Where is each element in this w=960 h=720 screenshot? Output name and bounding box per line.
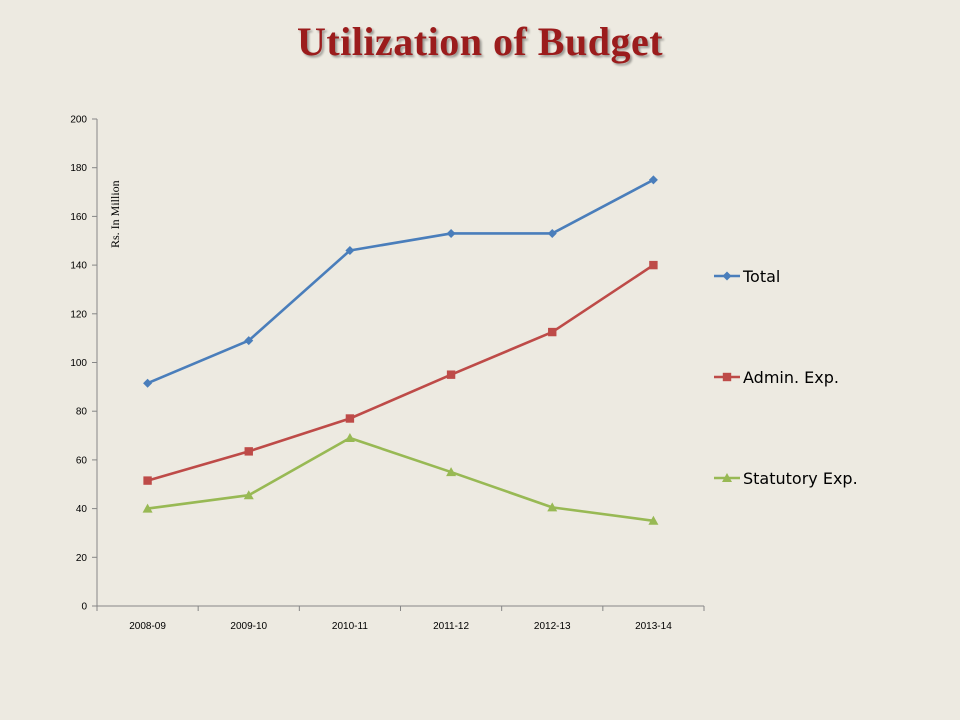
data-point: [548, 327, 557, 337]
data-point: [244, 336, 254, 346]
y-tick-label: 100: [70, 358, 87, 369]
data-point: [648, 515, 659, 525]
data-point: [142, 503, 153, 513]
legend-item: Admin. Exp.: [714, 368, 839, 387]
y-tick-label: 40: [76, 504, 88, 515]
data-point: [547, 228, 557, 238]
y-tick-label: 120: [70, 309, 87, 320]
x-tick-label: 2008-09: [129, 621, 166, 632]
series-2: [142, 432, 659, 525]
legend-swatch-marker: [722, 271, 732, 281]
data-point: [344, 432, 355, 442]
data-point: [446, 467, 457, 477]
slide-title: Utilization of Budget: [296, 19, 664, 64]
x-tick-label: 2010-11: [332, 621, 368, 632]
data-point: [345, 414, 355, 423]
series-0: [143, 175, 658, 388]
data-point: [446, 228, 456, 238]
data-point: [345, 245, 355, 255]
chart-legend: Total Admin. Exp. Statutory Exp.: [714, 267, 858, 488]
data-point: [648, 175, 658, 185]
x-tick-label: 2011-12: [433, 621, 469, 632]
y-tick-label: 20: [76, 553, 88, 564]
data-point: [243, 490, 254, 500]
y-tick-label: 60: [76, 455, 88, 466]
y-tick-label: 0: [81, 602, 87, 613]
legend-item: Total: [714, 267, 780, 286]
series-line: [147, 436, 654, 523]
x-tick-label: 2012-13: [534, 621, 571, 632]
data-point: [143, 378, 153, 388]
legend-label: Admin. Exp.: [743, 368, 839, 387]
data-point: [446, 370, 456, 379]
chart-series: [142, 175, 659, 525]
y-tick-label: 80: [76, 407, 88, 418]
series-line: [147, 178, 655, 385]
series-line: [147, 264, 655, 482]
legend-label: Statutory Exp.: [743, 469, 858, 488]
x-tick-label: 2009-10: [230, 621, 267, 632]
data-point: [244, 447, 253, 456]
data-point: [649, 260, 658, 270]
series-1: [143, 260, 658, 485]
legend-label: Total: [742, 267, 780, 286]
y-tick-label: 180: [70, 163, 87, 174]
y-tick-label: 160: [70, 212, 87, 223]
data-point: [547, 502, 558, 512]
legend-swatch-marker: [722, 473, 732, 482]
data-point: [143, 476, 152, 485]
legend-item: Statutory Exp.: [714, 469, 858, 488]
chart-axes: 0 20 40 60 80 100 120 140 160 180 200 2008-09 2009-1…: [70, 115, 705, 632]
legend-swatch-marker: [722, 372, 732, 382]
y-tick-label: 200: [70, 115, 87, 126]
y-axis-label: Rs. In Million: [108, 180, 122, 248]
y-tick-label: 140: [70, 261, 87, 272]
x-tick-label: 2013-14: [635, 621, 672, 632]
